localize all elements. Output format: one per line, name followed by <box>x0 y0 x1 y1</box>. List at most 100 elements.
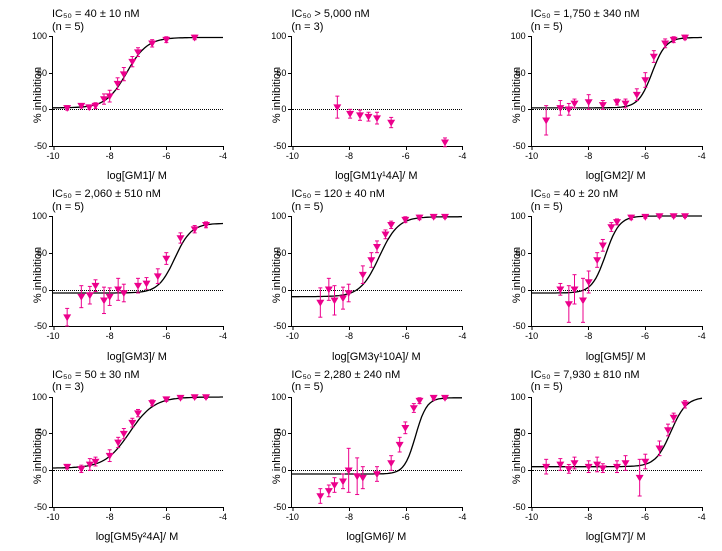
data-point <box>564 464 572 473</box>
data-point <box>382 230 390 239</box>
marker-triangle-icon <box>430 395 438 402</box>
fit-curve <box>532 38 702 108</box>
x-tick: -4 <box>458 146 466 161</box>
data-point <box>63 105 71 112</box>
marker-triangle-icon <box>373 244 381 251</box>
x-tick: -6 <box>641 146 649 161</box>
panel-title: IC₅₀ = 2,280 ± 240 nM(n = 5) <box>291 369 400 394</box>
data-point <box>143 278 151 290</box>
y-tick: 100 <box>32 211 53 221</box>
x-tick: -4 <box>219 326 227 341</box>
data-point <box>162 37 170 44</box>
marker-triangle-icon <box>134 410 142 417</box>
marker-triangle-icon <box>162 256 170 263</box>
marker-triangle-icon <box>387 120 395 127</box>
marker-triangle-icon <box>317 493 325 500</box>
marker-triangle-icon <box>410 405 418 412</box>
x-axis-label: log[GM5]/ M <box>531 351 701 363</box>
y-tick: 50 <box>516 248 532 258</box>
marker-triangle-icon <box>635 475 643 482</box>
marker-triangle-icon <box>120 71 128 78</box>
panel-title: IC₅₀ = 40 ± 20 nM(n = 5) <box>531 188 619 213</box>
marker-triangle-icon <box>100 298 108 305</box>
data-point <box>579 279 587 323</box>
panel-title: IC₅₀ = 40 ± 10 nM(n = 5) <box>52 8 140 33</box>
y-tick: 0 <box>521 285 532 295</box>
x-axis-label: log[GM5γ²4A]/ M <box>52 531 222 543</box>
marker-triangle-icon <box>331 482 339 489</box>
plot-area: -50050100-10-8-6-4 <box>52 216 223 327</box>
marker-triangle-icon <box>613 464 621 471</box>
marker-triangle-icon <box>63 315 71 322</box>
panel-2: IC₅₀ = 1,750 ± 340 nM(n = 5)% inhibition… <box>487 8 714 182</box>
x-tick: -8 <box>345 146 353 161</box>
x-tick: -4 <box>698 146 706 161</box>
plot-area: -50050100-10-8-6-4 <box>291 216 462 327</box>
data-point <box>120 68 128 81</box>
marker-triangle-icon <box>641 214 649 221</box>
data-point <box>373 112 381 124</box>
x-tick: -4 <box>458 507 466 522</box>
n-text: (n = 5) <box>531 201 563 213</box>
x-axis-label: log[GM1]/ M <box>52 170 222 182</box>
n-text: (n = 5) <box>52 21 84 33</box>
data-point <box>86 287 94 305</box>
marker-triangle-icon <box>387 222 395 229</box>
marker-triangle-icon <box>570 101 578 108</box>
x-axis-label: log[GM3]/ M <box>52 351 222 363</box>
x-tick: -10 <box>525 507 538 522</box>
marker-triangle-icon <box>63 105 71 112</box>
n-text: (n = 5) <box>291 381 323 393</box>
y-tick: 0 <box>521 465 532 475</box>
x-tick: -4 <box>458 326 466 341</box>
panel-title: IC₅₀ = 2,060 ± 510 nM(n = 5) <box>52 188 161 213</box>
marker-triangle-icon <box>387 460 395 467</box>
data-point <box>106 449 114 461</box>
y-tick: 50 <box>276 428 292 438</box>
marker-triangle-icon <box>325 488 333 495</box>
data-point <box>368 253 376 268</box>
data-point <box>191 226 199 234</box>
marker-triangle-icon <box>334 104 342 111</box>
marker-triangle-icon <box>339 296 347 303</box>
data-layer <box>292 36 462 146</box>
x-tick: -10 <box>286 326 299 341</box>
y-tick: 0 <box>521 104 532 114</box>
y-tick: 100 <box>271 31 292 41</box>
marker-triangle-icon <box>564 302 572 309</box>
ic50-text: IC₅₀ = 120 ± 40 nM <box>291 188 385 200</box>
x-tick: -4 <box>219 146 227 161</box>
y-tick: 50 <box>516 68 532 78</box>
data-point <box>598 240 606 252</box>
x-tick: -10 <box>525 146 538 161</box>
data-point <box>641 73 649 88</box>
marker-triangle-icon <box>77 294 85 301</box>
panel-7: IC₅₀ = 2,280 ± 240 nM(n = 5)% inhibition… <box>247 369 474 543</box>
x-tick: -6 <box>641 507 649 522</box>
data-point <box>148 40 156 48</box>
marker-triangle-icon <box>77 466 85 473</box>
panel-title: IC₅₀ = 1,750 ± 340 nM(n = 5) <box>531 8 640 33</box>
y-tick: 50 <box>516 428 532 438</box>
data-layer <box>292 397 462 507</box>
marker-triangle-icon <box>584 99 592 106</box>
y-tick: 50 <box>276 68 292 78</box>
ic50-text: IC₅₀ = 40 ± 20 nM <box>531 188 619 200</box>
x-tick: -8 <box>584 146 592 161</box>
data-point <box>441 138 449 147</box>
data-point <box>339 474 347 489</box>
panel-5: IC₅₀ = 40 ± 20 nM(n = 5)% inhibitionlog[… <box>487 188 714 362</box>
x-tick: -6 <box>162 326 170 341</box>
data-layer <box>292 216 462 326</box>
x-tick: -10 <box>46 326 59 341</box>
marker-triangle-icon <box>396 442 404 449</box>
marker-triangle-icon <box>148 400 156 407</box>
marker-triangle-icon <box>92 283 100 290</box>
x-axis-label: log[GM3γ¹10A]/ M <box>291 351 461 363</box>
ic50-text: IC₅₀ = 2,280 ± 240 nM <box>291 369 400 381</box>
data-point <box>542 106 550 135</box>
marker-triangle-icon <box>579 298 587 305</box>
data-point <box>641 454 649 469</box>
marker-triangle-icon <box>154 274 162 281</box>
data-point <box>162 253 170 265</box>
